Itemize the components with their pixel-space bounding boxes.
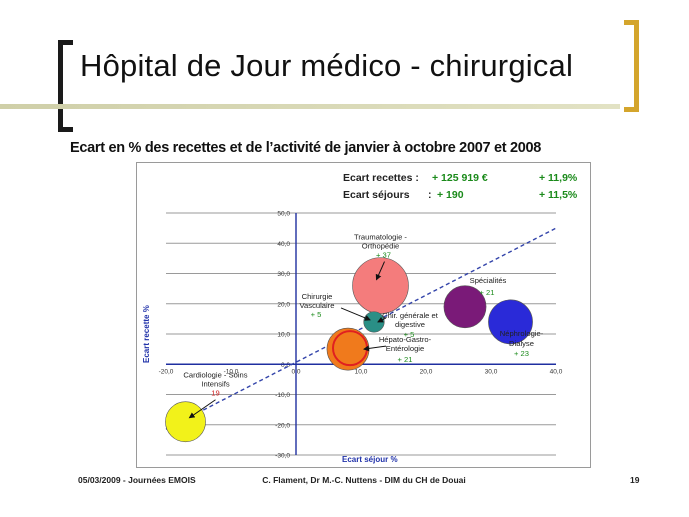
footer-date: 05/03/2009 - Journées EMOIS [78, 475, 196, 485]
bubble-count: 19 [211, 389, 219, 398]
title-bracket-right [624, 20, 639, 112]
bubble-point [488, 299, 533, 345]
x-tick-label: 10,0 [355, 368, 368, 375]
bubble-label: Cardiologie - Soins Intensifs [183, 371, 247, 389]
y-tick-label: -30,0 [275, 453, 290, 460]
x-tick-label: 30,0 [485, 368, 498, 375]
x-tick-label: 40,0 [550, 368, 563, 375]
trend-line [165, 227, 557, 430]
summary-recettes-value: + 125 919 € [432, 172, 488, 184]
x-tick-label: -20,0 [159, 368, 174, 375]
footer-page-number: 19 [630, 475, 640, 485]
x-axis-title: Ecart séjour % [342, 455, 398, 464]
bubble-label: Hépato-Gastro-Entérologie [379, 335, 432, 353]
y-tick-label: 20,0 [277, 301, 290, 308]
bubble-label: Néphrologie-Dialyse [500, 329, 544, 348]
summary-sejours-label: Ecart séjours [343, 189, 410, 201]
y-tick-label: -20,0 [275, 422, 290, 429]
arrow-layer [188, 261, 387, 419]
slide-title: Hôpital de Jour médico - chirurgical [80, 48, 574, 83]
chart-subtitle: Ecart en % des recettes et de l’activité… [70, 140, 542, 156]
y-tick-label: 40,0 [277, 241, 290, 248]
y-axis-title: Ecart recette % [142, 305, 151, 363]
label-arrow [340, 307, 371, 321]
bubble-count: + 21 [398, 355, 413, 364]
chart-frame: 50,0 40,0 30,0 20,0 10,0 0,0 -10,0 -20,0 -30,0 -2… [136, 162, 591, 468]
summary-recettes-pct: + 11,9% [539, 172, 578, 184]
bubble-point [443, 285, 487, 329]
bubble-point [352, 257, 409, 314]
y-tick-label: -10,0 [275, 392, 290, 399]
title-bracket-left [58, 40, 73, 132]
summary-sejours-pct: + 11,5% [539, 189, 578, 201]
x-tick-label: -10,0 [224, 368, 239, 375]
x-tick-label: 20,0 [420, 368, 433, 375]
label-layer: Traumatologie -Orthopédie+ 37 Chirurgie Va… [183, 233, 543, 398]
title-underline [0, 104, 620, 109]
bubble-count: + 5 [311, 310, 322, 319]
bubble-label: Chirurgie Vasculaire [300, 292, 335, 310]
bubble-count: + 21 [480, 288, 495, 297]
bubble-label: Traumatologie -Orthopédie [354, 233, 407, 251]
scatter-chart: 50,0 40,0 30,0 20,0 10,0 0,0 -10,0 -20,0 -30,0 -2… [142, 172, 578, 464]
summary-sejours-value: + 190 [437, 189, 464, 201]
bubble-layer [165, 257, 533, 443]
y-tick-label: 10,0 [277, 332, 290, 339]
summary-sejours-sep: : [428, 189, 432, 201]
bubble-label: Chir. générale et digestive [382, 311, 439, 329]
bubble-count: + 37 [376, 251, 391, 260]
y-tick-label: 50,0 [277, 211, 290, 218]
label-arrow [375, 261, 385, 281]
summary-recettes-label: Ecart recettes : [343, 172, 419, 184]
bubble-count: + 23 [514, 349, 529, 358]
label-arrow [377, 316, 387, 323]
bubble-point [165, 401, 206, 443]
y-tick-label: 30,0 [277, 271, 290, 278]
label-arrow [363, 345, 387, 352]
label-arrow [188, 399, 216, 419]
bubble-label: Spécialités [470, 276, 507, 285]
footer-authors: C. Flament, Dr M.-C. Nuttens - DIM du CH… [262, 475, 466, 485]
bubble-count: + 5 [404, 330, 415, 339]
y-tick-label: 0,0 [281, 362, 290, 369]
